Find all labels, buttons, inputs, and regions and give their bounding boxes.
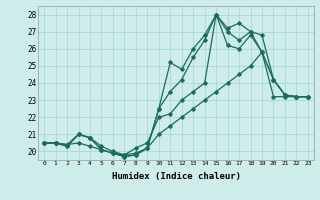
X-axis label: Humidex (Indice chaleur): Humidex (Indice chaleur) [111,172,241,181]
